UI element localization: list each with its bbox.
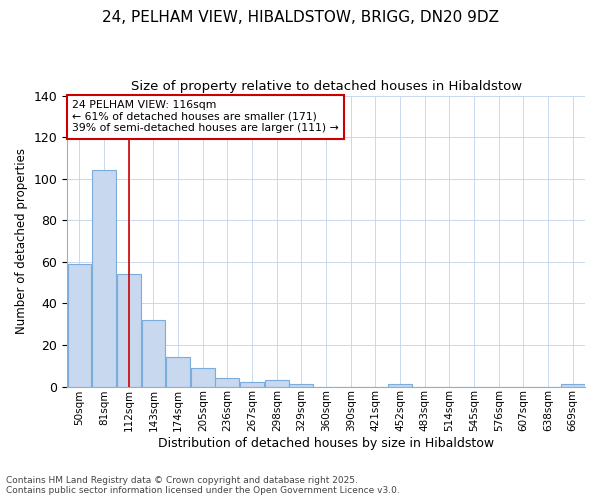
Text: Contains HM Land Registry data © Crown copyright and database right 2025.
Contai: Contains HM Land Registry data © Crown c…: [6, 476, 400, 495]
Bar: [191, 368, 215, 386]
Y-axis label: Number of detached properties: Number of detached properties: [15, 148, 28, 334]
Bar: [166, 358, 190, 386]
X-axis label: Distribution of detached houses by size in Hibaldstow: Distribution of detached houses by size …: [158, 437, 494, 450]
Bar: [240, 382, 264, 386]
Bar: [92, 170, 116, 386]
Bar: [142, 320, 166, 386]
Text: 24, PELHAM VIEW, HIBALDSTOW, BRIGG, DN20 9DZ: 24, PELHAM VIEW, HIBALDSTOW, BRIGG, DN20…: [101, 10, 499, 25]
Bar: [289, 384, 313, 386]
Title: Size of property relative to detached houses in Hibaldstow: Size of property relative to detached ho…: [131, 80, 521, 93]
Bar: [215, 378, 239, 386]
Bar: [117, 274, 141, 386]
Text: 24 PELHAM VIEW: 116sqm
← 61% of detached houses are smaller (171)
39% of semi-de: 24 PELHAM VIEW: 116sqm ← 61% of detached…: [73, 100, 339, 133]
Bar: [561, 384, 584, 386]
Bar: [265, 380, 289, 386]
Bar: [68, 264, 91, 386]
Bar: [388, 384, 412, 386]
